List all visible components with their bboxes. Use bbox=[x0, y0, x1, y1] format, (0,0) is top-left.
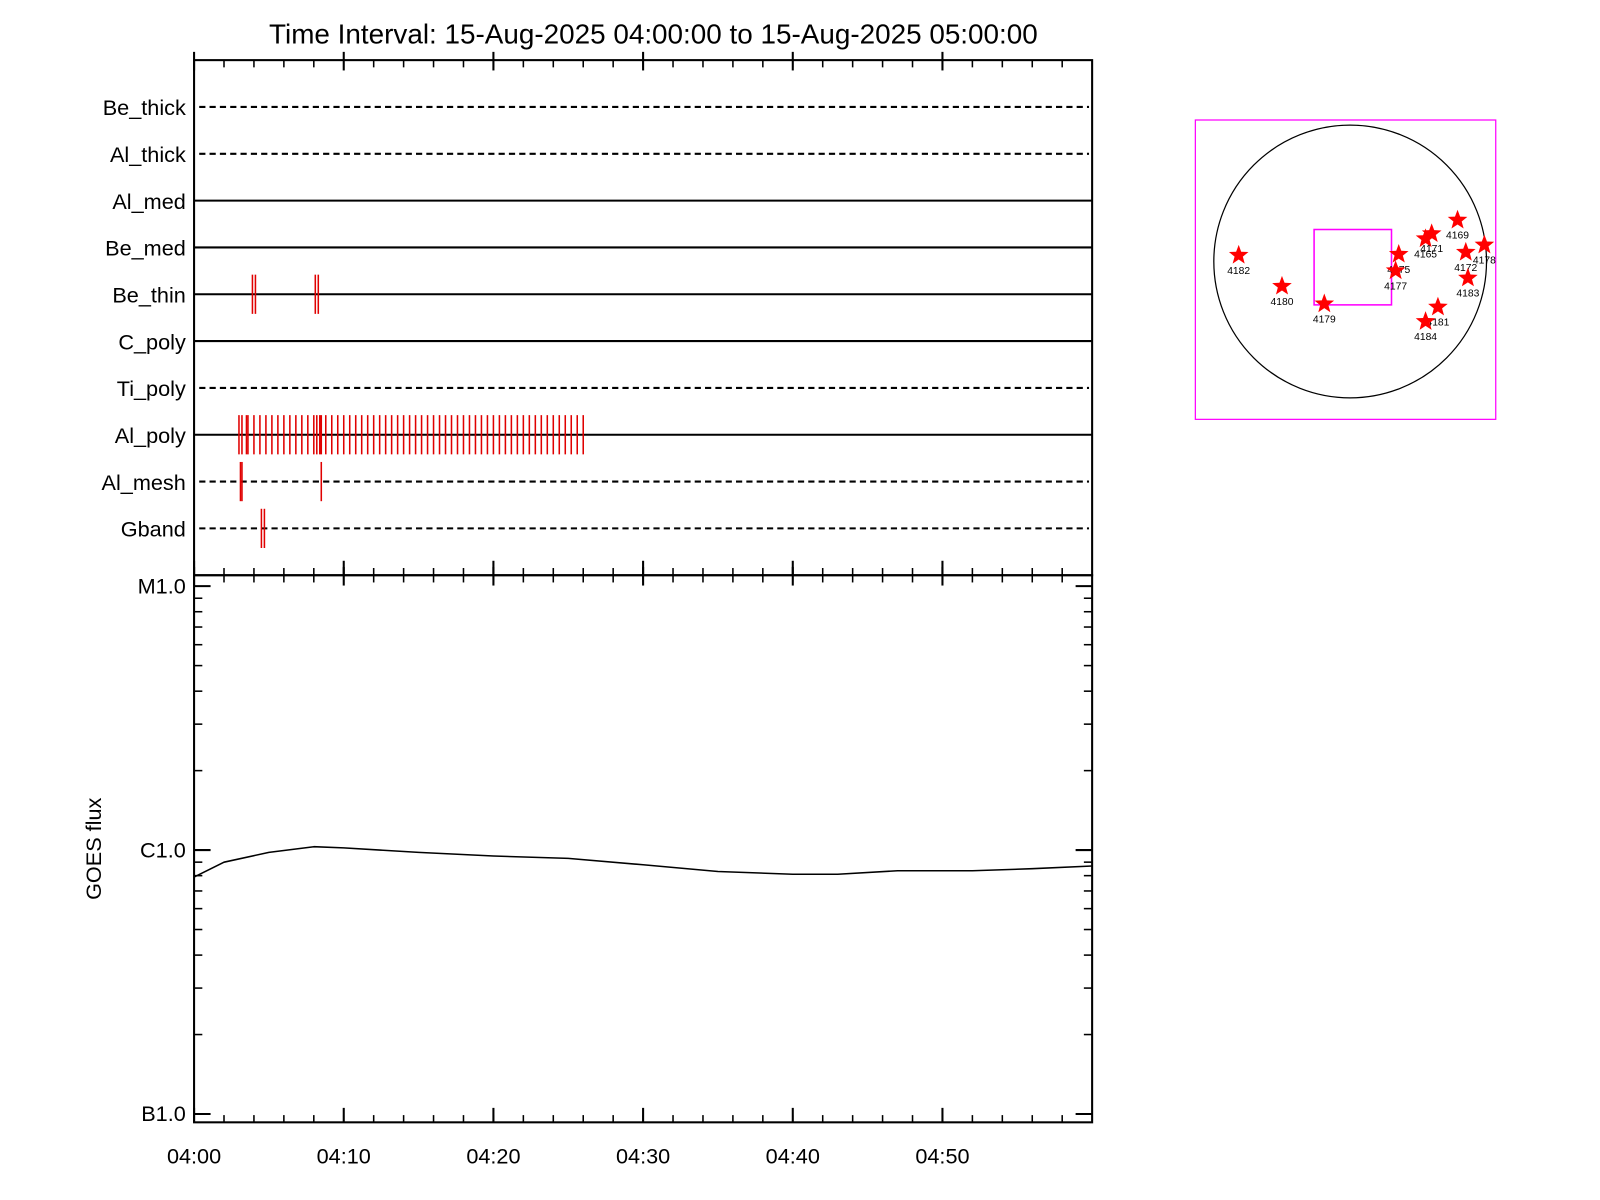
region-label: 4177 bbox=[1384, 281, 1407, 292]
region-label: 4182 bbox=[1227, 266, 1250, 277]
row-label: Al_thick bbox=[110, 142, 186, 167]
region-star bbox=[1474, 234, 1495, 254]
row-label: Be_thick bbox=[103, 95, 186, 120]
x-tick-label: 04:50 bbox=[915, 1144, 969, 1169]
region-label: 4171 bbox=[1420, 244, 1443, 255]
y-tick-label: B1.0 bbox=[141, 1101, 186, 1126]
region-label: 4178 bbox=[1473, 256, 1496, 267]
region-star bbox=[1272, 275, 1292, 295]
region-star bbox=[1447, 209, 1468, 229]
region-label: 4172 bbox=[1454, 263, 1477, 274]
region-label: 4181 bbox=[1426, 318, 1449, 329]
solar-disk bbox=[1213, 124, 1488, 399]
row-label: Be_med bbox=[105, 236, 186, 261]
x-tick-label: 04:20 bbox=[466, 1144, 520, 1169]
row-label: Ti_poly bbox=[117, 376, 186, 401]
region-label: 4183 bbox=[1456, 289, 1479, 300]
row-label: Gband bbox=[121, 517, 186, 542]
region-star bbox=[1415, 311, 1436, 330]
x-tick-label: 04:00 bbox=[167, 1144, 221, 1169]
x-tick-label: 04:30 bbox=[616, 1144, 670, 1169]
region-label: 4180 bbox=[1271, 297, 1294, 308]
row-label: Al_poly bbox=[115, 423, 186, 448]
fov-box bbox=[1313, 228, 1393, 306]
region-star bbox=[1421, 223, 1442, 243]
row-label: Be_thin bbox=[112, 283, 185, 308]
map-frame bbox=[1194, 119, 1497, 420]
y-tick-label: C1.0 bbox=[140, 837, 186, 862]
x-tick-label: 04:10 bbox=[317, 1144, 371, 1169]
row-label: Al_mesh bbox=[102, 470, 186, 495]
flux-line bbox=[193, 845, 1093, 878]
chart-title: Time Interval: 15-Aug-2025 04:00:00 to 1… bbox=[269, 19, 1038, 50]
region-star bbox=[1385, 260, 1406, 280]
region-star bbox=[1458, 267, 1478, 287]
region-star bbox=[1314, 293, 1335, 313]
plot-frame bbox=[193, 59, 1094, 577]
y-tick-label: M1.0 bbox=[138, 573, 186, 598]
region-star bbox=[1428, 296, 1448, 316]
y-axis-label: GOES flux bbox=[81, 797, 106, 899]
x-tick-label: 04:40 bbox=[766, 1144, 820, 1169]
region-star bbox=[1415, 228, 1436, 248]
region-star bbox=[1456, 241, 1476, 261]
region-label: 4184 bbox=[1414, 332, 1437, 343]
region-star bbox=[1228, 244, 1249, 264]
region-label: 4179 bbox=[1313, 314, 1336, 325]
region-label: 4169 bbox=[1446, 231, 1469, 242]
region-star bbox=[1388, 243, 1409, 263]
plot-frame bbox=[193, 574, 1094, 1124]
row-label: C_poly bbox=[118, 329, 186, 354]
row-label: Al_med bbox=[112, 189, 185, 214]
region-label: 4165 bbox=[1414, 249, 1437, 260]
